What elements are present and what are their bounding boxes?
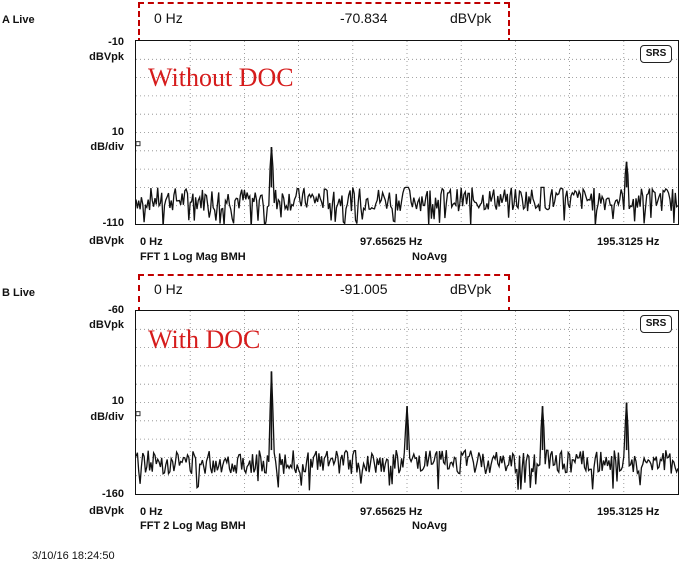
readout-a-unit: dBVpk [450,10,492,26]
x-tick-a-start: 0 Hz [140,236,163,248]
y-scale-b-value: 10 [111,395,124,407]
readout-b-value: -91.005 [340,281,388,297]
x-tick-a-mid: 97.65625 Hz [360,236,423,248]
footer-b-right: NoAvg [412,520,448,532]
timestamp: 3/10/16 18:24:50 [32,550,115,562]
y-scale-a-unit: dB/div [90,141,124,153]
y-bottom-a-unit: dBVpk [89,235,124,247]
plot-b: With DOC SRS [135,310,679,495]
footer-a-left: FFT 1 Log Mag BMH [140,251,246,263]
y-top-a-value: -10 [108,36,124,48]
y-bottom-a-value: -110 [102,217,124,229]
srs-badge-b: SRS [640,315,672,333]
x-tick-b-mid: 97.65625 Hz [360,506,423,518]
x-tick-b-end: 195.3125 Hz [597,506,660,518]
footer-a-right: NoAvg [412,251,448,263]
y-top-a-unit: dBVpk [89,51,124,63]
y-scale-a-value: 10 [111,126,124,138]
channel-b-label: B Live [2,287,36,299]
readout-box-a: 0 Hz -70.834 dBVpk [138,2,510,44]
readout-a-freq: 0 Hz [154,10,183,26]
channel-a-label: A Live [2,14,35,26]
reference-marker-a [136,141,141,147]
readout-b-freq: 0 Hz [154,281,183,297]
x-tick-a-end: 195.3125 Hz [597,236,660,248]
footer-b-left: FFT 2 Log Mag BMH [140,520,246,532]
readout-a-value: -70.834 [340,10,388,26]
spectrum-plot-a [136,41,678,224]
y-top-b-value: -60 [108,304,124,316]
srs-badge-a: SRS [640,45,672,63]
readout-b-unit: dBVpk [450,281,492,297]
y-bottom-b-value: -160 [101,488,124,500]
x-tick-b-start: 0 Hz [140,506,163,518]
y-scale-b-unit: dB/div [90,411,124,423]
y-top-b-unit: dBVpk [89,319,124,331]
annotation-a: Without DOC [148,63,294,92]
y-bottom-b-unit: dBVpk [89,505,124,517]
reference-marker-b [136,411,141,417]
spectrum-trace-a [136,147,678,224]
plot-a: Without DOC SRS [135,40,679,225]
readout-box-b: 0 Hz -91.005 dBVpk [138,274,510,313]
spectrum-plot-b [136,311,678,494]
annotation-b: With DOC [148,325,261,354]
